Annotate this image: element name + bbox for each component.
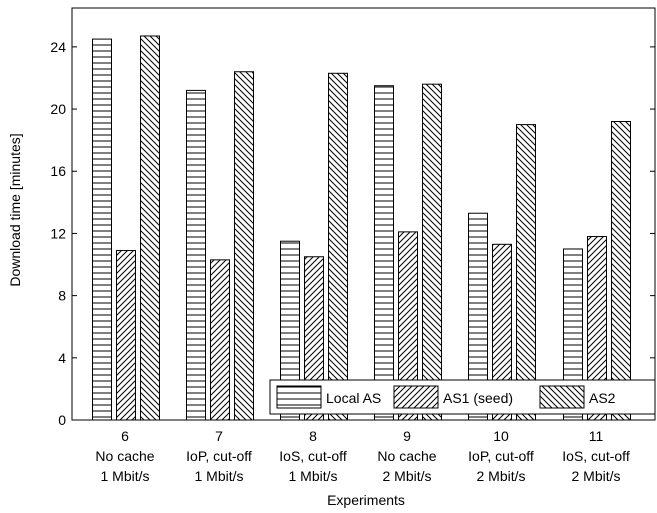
x-tick-label: 9	[403, 428, 411, 444]
bar-as2	[611, 120, 631, 421]
x-tick-label: 10	[493, 428, 509, 444]
x-tick-label: IoP, cut-off	[186, 448, 252, 464]
legend-label: Local AS	[326, 390, 381, 406]
x-tick-label: No cache	[95, 448, 154, 464]
y-tick-label: 12	[50, 225, 66, 241]
y-tick-label: 8	[58, 288, 66, 304]
x-tick-label: 11	[589, 428, 604, 444]
x-tick-label: 1 Mbit/s	[288, 468, 337, 484]
x-tick-label: 1 Mbit/s	[100, 468, 149, 484]
plot-frame	[71, 7, 656, 421]
bar-as1-seed	[304, 256, 324, 421]
bar-local-as	[92, 38, 112, 421]
bar-as2	[328, 72, 348, 421]
x-tick-label: 6	[121, 428, 129, 444]
legend-box	[269, 379, 656, 415]
y-tick-label: 20	[50, 101, 66, 117]
legend-label: AS1 (seed)	[443, 390, 513, 406]
bar-as2	[422, 83, 442, 421]
x-tick-label: 1 Mbit/s	[194, 468, 243, 484]
legend-swatch	[539, 385, 585, 409]
legend-label: AS2	[589, 390, 616, 406]
x-tick-label: 2 Mbit/s	[571, 468, 620, 484]
bar-local-as	[374, 85, 394, 421]
y-tick-label: 24	[50, 39, 66, 55]
bar-as1-seed	[116, 250, 136, 421]
y-tick-label: 0	[58, 412, 66, 428]
bar-as1-seed	[210, 259, 230, 421]
bar-as1-seed	[587, 236, 607, 421]
bar-as2	[516, 124, 536, 421]
y-axis-label: Download time [minutes]	[7, 133, 23, 286]
bar-local-as	[186, 89, 206, 421]
bar-as2	[234, 71, 254, 421]
x-tick-label: 2 Mbit/s	[476, 468, 525, 484]
bar-as2	[140, 35, 160, 421]
x-tick-label: IoS, cut-off	[562, 448, 630, 464]
bar-as1-seed	[398, 231, 418, 421]
x-tick-label: No cache	[377, 448, 436, 464]
x-tick-label: 2 Mbit/s	[382, 468, 431, 484]
x-tick-label: IoS, cut-off	[279, 448, 347, 464]
x-tick-label: IoP, cut-off	[468, 448, 534, 464]
bar-local-as	[280, 240, 300, 421]
y-tick-label: 4	[58, 350, 66, 366]
bar-local-as	[468, 212, 488, 421]
bar-local-as	[563, 248, 583, 421]
bar-as1-seed	[492, 243, 512, 421]
legend-swatch	[276, 385, 322, 409]
y-tick-label: 16	[50, 163, 66, 179]
plot-area: 0 4 8 12 16 20 24 6 No cache 1 Mbit/s 7 IoP, cut-of…	[50, 7, 656, 484]
x-axis-label: Experiments	[327, 492, 405, 508]
x-tick-label: 7	[215, 428, 223, 444]
x-tick-label: 8	[309, 428, 317, 444]
legend: Local AS AS1 (seed) AS2	[269, 379, 656, 415]
legend-swatch	[393, 385, 439, 409]
